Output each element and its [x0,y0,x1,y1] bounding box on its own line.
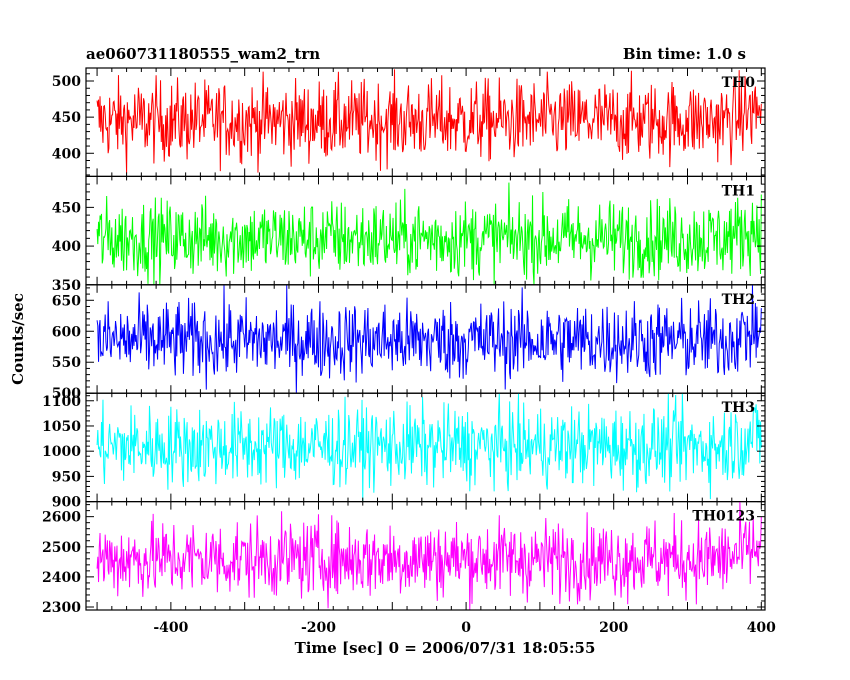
series-th0123 [96,501,762,611]
panel-label-th2: TH2 [722,292,755,308]
series-th3 [96,393,762,502]
panel-label-th0: TH0 [722,75,756,91]
y-tick-label: 900 [52,495,81,511]
series-th1 [96,182,762,285]
panel-label-th0123: TH0123 [692,509,755,525]
y-tick-label: 550 [52,355,81,371]
series-th0 [96,69,762,174]
y-axis-label: Counts/sec [9,293,27,385]
y-tick-label: 450 [52,200,81,216]
y-tick-label: 600 [52,324,81,340]
series-th2 [96,284,762,394]
x-tick-label: -200 [301,620,336,636]
y-tick-label: 2600 [42,510,81,526]
y-tick-label: 400 [52,239,81,255]
panel-frame-th0123 [85,501,766,611]
x-tick-label: 400 [747,620,776,636]
y-tick-label: 650 [52,293,81,309]
y-tick-label: 1100 [42,394,81,410]
x-tick-label: 0 [461,620,471,636]
y-tick-label: 2300 [42,600,81,616]
y-tick-label: 950 [52,469,81,485]
y-tick-label: 2500 [42,540,81,556]
plot-title: ae060731180555_wam2_trn [86,45,321,63]
y-tick-label: 500 [52,74,81,90]
y-tick-label: 2400 [42,570,81,586]
y-tick-label: 450 [52,110,81,126]
panel-label-th3: TH3 [722,400,755,416]
bin-time-label: Bin time: 1.0 s [622,45,746,63]
y-tick-label: 400 [52,146,81,162]
panel-label-th1: TH1 [722,183,755,199]
y-tick-label: 1000 [42,444,81,460]
x-tick-label: 200 [599,620,628,636]
x-axis-label: Time [sec] 0 = 2006/07/31 18:05:55 [294,639,596,657]
y-tick-label: 1050 [42,419,81,435]
y-tick-label: 350 [52,278,81,294]
y-tick-label: 500 [52,386,81,402]
x-tick-label: -400 [153,620,188,636]
